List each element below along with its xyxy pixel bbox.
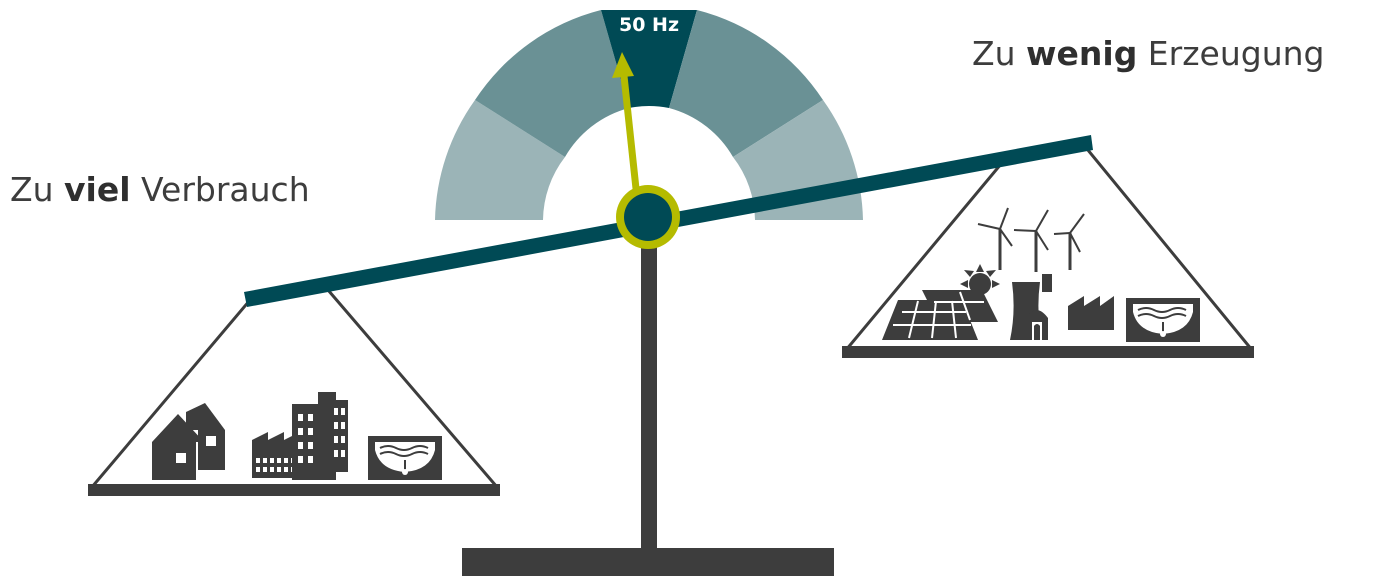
gauge-segment-left-middle [475, 10, 629, 157]
scale-stand [462, 236, 834, 576]
stand-pole [641, 236, 657, 554]
label-left-prefix: Zu [10, 170, 65, 209]
frequency-label: 50 Hz [619, 14, 679, 36]
factory-icon [1068, 296, 1114, 330]
power-plant-icon [1010, 274, 1052, 340]
storage-reservoir-icon [1126, 298, 1200, 342]
factory-icon [252, 432, 300, 478]
gauge-needle [612, 52, 641, 199]
label-right-emphasis: wenig [1026, 34, 1138, 73]
label-left-suffix: Verbrauch [130, 170, 310, 209]
label-right-suffix: Erzeugung [1137, 34, 1325, 73]
house-icon [152, 403, 225, 480]
left-pan-plate [88, 484, 500, 496]
gauge-segment-right-middle [669, 10, 823, 157]
pivot-core [624, 193, 672, 241]
label-left-emphasis: viel [64, 170, 131, 209]
right-pan-plate [842, 346, 1254, 358]
too-little-generation-label: Zu wenig Erzeugung [972, 34, 1324, 73]
wind-turbine-icon [977, 207, 1085, 272]
stand-base [462, 548, 834, 576]
right-pan [842, 142, 1254, 358]
left-pan [88, 288, 500, 496]
label-right-prefix: Zu [972, 34, 1027, 73]
gauge-segment-left-outer [435, 100, 565, 220]
sun-icon [960, 264, 1000, 295]
frequency-gauge: 50 Hz [435, 10, 863, 220]
office-building-icon [292, 392, 348, 480]
solar-panel-icon [882, 290, 998, 340]
storage-reservoir-icon [368, 436, 442, 480]
too-much-consumption-label: Zu viel Verbrauch [10, 170, 310, 209]
